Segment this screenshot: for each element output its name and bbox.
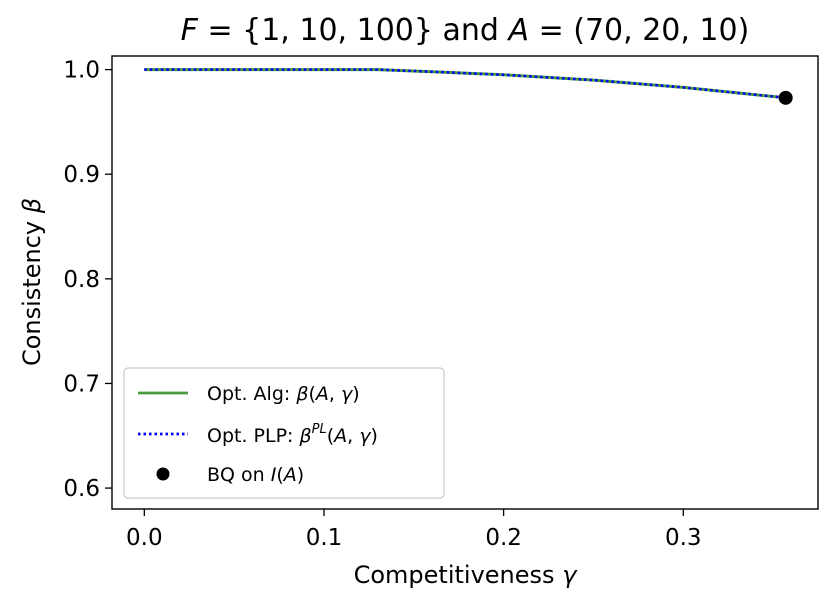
y-tick-label: 0.7	[63, 371, 100, 397]
x-axis-label: Competitiveness γ	[354, 561, 579, 589]
x-axis-ticks: 0.0 0.1 0.2 0.3	[126, 509, 702, 551]
x-tick-label: 0.3	[665, 525, 702, 551]
legend-swatch-bq	[156, 467, 170, 481]
y-tick-label: 0.6	[63, 476, 100, 502]
chart-title: F = {1, 10, 100} and A = (70, 20, 10)	[181, 13, 750, 48]
legend-label-bq: BQ on I(A)	[207, 464, 304, 486]
plot-area	[111, 55, 819, 510]
x-tick-label: 0.1	[306, 525, 343, 551]
bq-point	[778, 90, 793, 105]
y-axis-label: Consistency β	[18, 198, 46, 366]
legend-label-opt-alg: Opt. Alg: β(A, γ)	[207, 383, 360, 405]
y-tick-label: 0.9	[63, 162, 100, 188]
y-axis-ticks: 0.6 0.7 0.8 0.9 1.0	[63, 58, 112, 502]
legend: Opt. Alg: β(A, γ) Opt. PLP: βPL(A, γ) BQ…	[123, 367, 445, 499]
points-layer	[778, 90, 793, 105]
y-tick-label: 0.8	[63, 267, 100, 293]
series-layer	[144, 68, 786, 100]
series-line-opt-plp	[144, 68, 786, 100]
x-tick-label: 0.2	[485, 525, 522, 551]
legend-label-opt-plp: Opt. PLP: βPL(A, γ)	[207, 422, 378, 447]
x-tick-label: 0.0	[126, 525, 163, 551]
legend-frame	[123, 367, 445, 499]
y-tick-label: 1.0	[63, 58, 100, 84]
